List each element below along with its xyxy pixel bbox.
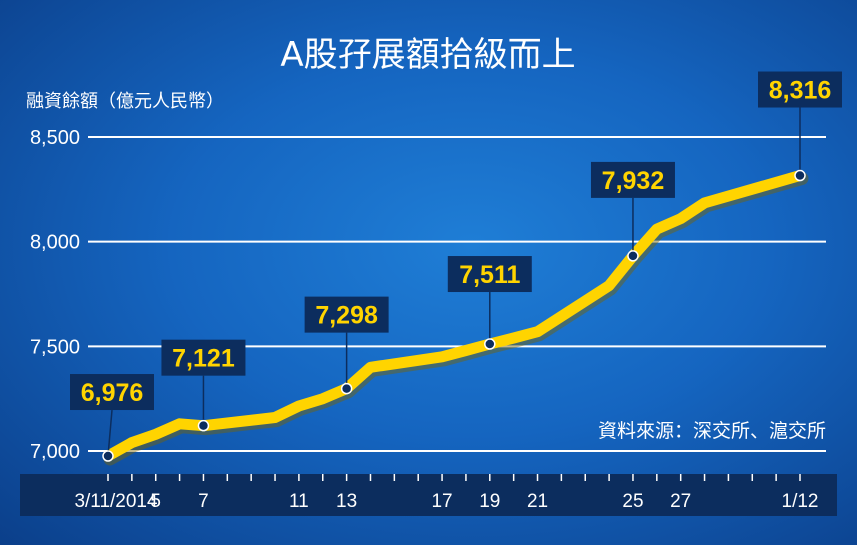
y-axis: 7,000 7,500 8,000 8,500 [30, 127, 80, 463]
data-point [627, 250, 639, 262]
series-line [102, 170, 806, 462]
data-label-text: 7,511 [459, 261, 520, 289]
data-point [197, 419, 210, 432]
data-label-text: 6,976 [81, 379, 144, 407]
x-tick-label: 7 [198, 491, 209, 512]
data-label-box [304, 296, 389, 333]
y-tick-label: 7,500 [30, 336, 80, 358]
data-label: 8,316 [758, 71, 842, 182]
y-tick-label: 8,500 [30, 127, 80, 149]
y-tick-label: 7,000 [30, 441, 80, 463]
data-label-box [161, 339, 246, 376]
source-note: 資料來源：深交所、滬交所 [598, 420, 826, 442]
grid-layer [88, 136, 826, 452]
data-label: 6,976 [70, 374, 154, 462]
data-label-callout [107, 409, 113, 457]
y-axis-label: 融資餘額（億元人民幣） [26, 91, 224, 112]
x-tick-label: 21 [527, 491, 548, 512]
series-layer [102, 170, 809, 466]
x-tick-label: 17 [431, 491, 452, 512]
data-label-box [758, 71, 842, 108]
x-tick-label: 11 [289, 491, 309, 512]
x-tick-label: 19 [479, 491, 500, 512]
data-point [794, 169, 806, 182]
data-label-text: 7,298 [315, 302, 378, 330]
data-labels-layer: 6,976 7,121 7,298 7,511 7,932 8,316 [70, 71, 842, 462]
data-label: 7,932 [590, 161, 675, 262]
data-point [484, 338, 496, 350]
data-label: 7,121 [161, 339, 246, 432]
data-label-text: 7,932 [602, 167, 665, 195]
x-tick-label: 3/11/2014 [74, 491, 158, 512]
data-label-text: 8,316 [769, 77, 832, 105]
x-tick-label: 25 [622, 491, 643, 512]
series-line-shadow [103, 172, 809, 466]
x-tick-label: 1/12 [782, 491, 819, 512]
x-tick-label: 27 [670, 491, 691, 512]
data-label: 7,511 [447, 256, 532, 350]
data-label-text: 7,121 [172, 345, 235, 373]
x-tick-label: 5 [150, 491, 161, 512]
chart-title: A股孖展額拾級而上 [280, 35, 575, 75]
data-label: 7,298 [304, 296, 389, 395]
data-label-box [70, 374, 154, 411]
data-label-box [590, 161, 675, 198]
data-label-box [447, 256, 532, 293]
data-point [102, 450, 114, 462]
y-tick-label: 8,000 [30, 232, 80, 254]
x-tick-label: 13 [336, 491, 357, 512]
data-point [340, 382, 353, 395]
